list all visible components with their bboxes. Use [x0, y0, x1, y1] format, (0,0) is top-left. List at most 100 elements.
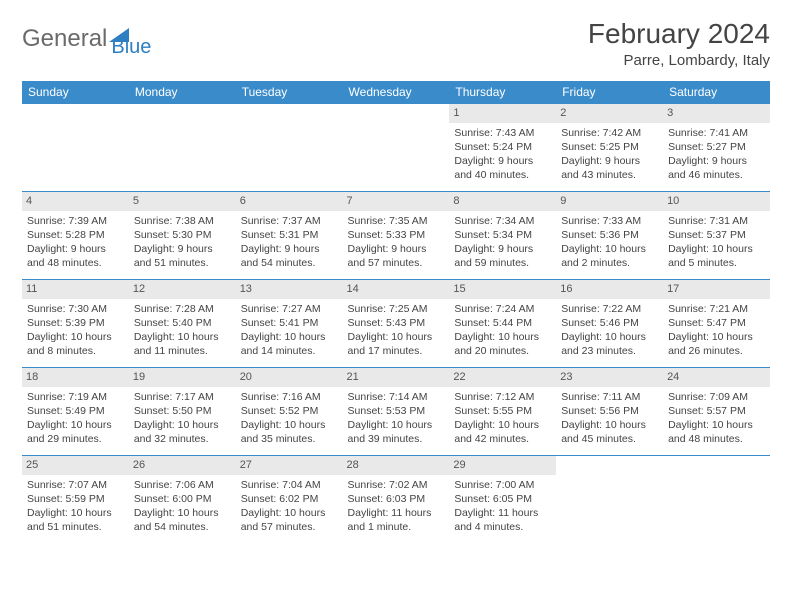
day-number: 7	[343, 192, 450, 211]
title-block: February 2024 Parre, Lombardy, Italy	[588, 18, 770, 69]
daylight-text: Daylight: 10 hours and 51 minutes.	[27, 506, 124, 534]
calendar-empty-cell: .	[556, 456, 663, 544]
calendar-day-cell: 2Sunrise: 7:42 AMSunset: 5:25 PMDaylight…	[556, 104, 663, 192]
day-number: 23	[556, 368, 663, 387]
weekday-header: Monday	[129, 81, 236, 104]
daylight-text: Daylight: 11 hours and 4 minutes.	[454, 506, 551, 534]
sunset-text: Sunset: 6:05 PM	[454, 492, 551, 506]
day-number: 17	[663, 280, 770, 299]
day-number: 2	[556, 104, 663, 123]
daylight-text: Daylight: 9 hours and 40 minutes.	[454, 154, 551, 182]
sunset-text: Sunset: 5:33 PM	[348, 228, 445, 242]
calendar-day-cell: 11Sunrise: 7:30 AMSunset: 5:39 PMDayligh…	[22, 280, 129, 368]
calendar-day-cell: 16Sunrise: 7:22 AMSunset: 5:46 PMDayligh…	[556, 280, 663, 368]
sunrise-text: Sunrise: 7:06 AM	[134, 478, 231, 492]
sunset-text: Sunset: 5:31 PM	[241, 228, 338, 242]
day-number: 14	[343, 280, 450, 299]
sunset-text: Sunset: 5:59 PM	[27, 492, 124, 506]
day-number: 4	[22, 192, 129, 211]
sunset-text: Sunset: 5:36 PM	[561, 228, 658, 242]
daylight-text: Daylight: 10 hours and 29 minutes.	[27, 418, 124, 446]
header: General Blue February 2024 Parre, Lombar…	[22, 18, 770, 69]
calendar-day-cell: 13Sunrise: 7:27 AMSunset: 5:41 PMDayligh…	[236, 280, 343, 368]
sunrise-text: Sunrise: 7:14 AM	[348, 390, 445, 404]
sunset-text: Sunset: 5:49 PM	[27, 404, 124, 418]
sunset-text: Sunset: 6:00 PM	[134, 492, 231, 506]
daylight-text: Daylight: 10 hours and 20 minutes.	[454, 330, 551, 358]
daylight-text: Daylight: 9 hours and 59 minutes.	[454, 242, 551, 270]
sunrise-text: Sunrise: 7:16 AM	[241, 390, 338, 404]
weekday-header: Sunday	[22, 81, 129, 104]
calendar-week-row: 11Sunrise: 7:30 AMSunset: 5:39 PMDayligh…	[22, 280, 770, 368]
day-number: 21	[343, 368, 450, 387]
sunrise-text: Sunrise: 7:00 AM	[454, 478, 551, 492]
sunrise-text: Sunrise: 7:30 AM	[27, 302, 124, 316]
weekday-header: Tuesday	[236, 81, 343, 104]
sunset-text: Sunset: 5:44 PM	[454, 316, 551, 330]
sunset-text: Sunset: 5:53 PM	[348, 404, 445, 418]
calendar-empty-cell: .	[129, 104, 236, 192]
calendar-day-cell: 19Sunrise: 7:17 AMSunset: 5:50 PMDayligh…	[129, 368, 236, 456]
day-number: 15	[449, 280, 556, 299]
day-number: 12	[129, 280, 236, 299]
day-number: 25	[22, 456, 129, 475]
calendar-day-cell: 20Sunrise: 7:16 AMSunset: 5:52 PMDayligh…	[236, 368, 343, 456]
sunset-text: Sunset: 5:34 PM	[454, 228, 551, 242]
day-number: 1	[449, 104, 556, 123]
calendar-empty-cell: .	[663, 456, 770, 544]
day-number: 16	[556, 280, 663, 299]
daylight-text: Daylight: 9 hours and 48 minutes.	[27, 242, 124, 270]
sunrise-text: Sunrise: 7:11 AM	[561, 390, 658, 404]
sunset-text: Sunset: 5:24 PM	[454, 140, 551, 154]
daylight-text: Daylight: 10 hours and 8 minutes.	[27, 330, 124, 358]
sunset-text: Sunset: 5:50 PM	[134, 404, 231, 418]
calendar-day-cell: 28Sunrise: 7:02 AMSunset: 6:03 PMDayligh…	[343, 456, 450, 544]
calendar-day-cell: 7Sunrise: 7:35 AMSunset: 5:33 PMDaylight…	[343, 192, 450, 280]
sunrise-text: Sunrise: 7:35 AM	[348, 214, 445, 228]
day-number: 28	[343, 456, 450, 475]
calendar-day-cell: 10Sunrise: 7:31 AMSunset: 5:37 PMDayligh…	[663, 192, 770, 280]
day-number: 24	[663, 368, 770, 387]
calendar-day-cell: 6Sunrise: 7:37 AMSunset: 5:31 PMDaylight…	[236, 192, 343, 280]
day-number: 22	[449, 368, 556, 387]
daylight-text: Daylight: 10 hours and 23 minutes.	[561, 330, 658, 358]
day-number: 11	[22, 280, 129, 299]
sunset-text: Sunset: 5:30 PM	[134, 228, 231, 242]
day-number: 5	[129, 192, 236, 211]
sunrise-text: Sunrise: 7:37 AM	[241, 214, 338, 228]
daylight-text: Daylight: 10 hours and 57 minutes.	[241, 506, 338, 534]
daylight-text: Daylight: 10 hours and 54 minutes.	[134, 506, 231, 534]
sunrise-text: Sunrise: 7:24 AM	[454, 302, 551, 316]
sunrise-text: Sunrise: 7:39 AM	[27, 214, 124, 228]
weekday-header: Thursday	[449, 81, 556, 104]
daylight-text: Daylight: 10 hours and 14 minutes.	[241, 330, 338, 358]
calendar-table: SundayMondayTuesdayWednesdayThursdayFrid…	[22, 81, 770, 544]
calendar-empty-cell: .	[343, 104, 450, 192]
sunrise-text: Sunrise: 7:41 AM	[668, 126, 765, 140]
sunset-text: Sunset: 5:27 PM	[668, 140, 765, 154]
day-number: 3	[663, 104, 770, 123]
sunrise-text: Sunrise: 7:34 AM	[454, 214, 551, 228]
daylight-text: Daylight: 10 hours and 5 minutes.	[668, 242, 765, 270]
day-number: 19	[129, 368, 236, 387]
calendar-week-row: 25Sunrise: 7:07 AMSunset: 5:59 PMDayligh…	[22, 456, 770, 544]
calendar-day-cell: 27Sunrise: 7:04 AMSunset: 6:02 PMDayligh…	[236, 456, 343, 544]
sunrise-text: Sunrise: 7:25 AM	[348, 302, 445, 316]
sunset-text: Sunset: 5:52 PM	[241, 404, 338, 418]
sunrise-text: Sunrise: 7:21 AM	[668, 302, 765, 316]
sunset-text: Sunset: 6:03 PM	[348, 492, 445, 506]
sunrise-text: Sunrise: 7:12 AM	[454, 390, 551, 404]
sunset-text: Sunset: 5:47 PM	[668, 316, 765, 330]
day-number: 27	[236, 456, 343, 475]
sunrise-text: Sunrise: 7:42 AM	[561, 126, 658, 140]
sunset-text: Sunset: 5:43 PM	[348, 316, 445, 330]
sunset-text: Sunset: 6:02 PM	[241, 492, 338, 506]
day-number: 13	[236, 280, 343, 299]
sunrise-text: Sunrise: 7:17 AM	[134, 390, 231, 404]
calendar-day-cell: 9Sunrise: 7:33 AMSunset: 5:36 PMDaylight…	[556, 192, 663, 280]
daylight-text: Daylight: 10 hours and 2 minutes.	[561, 242, 658, 270]
sunrise-text: Sunrise: 7:02 AM	[348, 478, 445, 492]
logo-text-blue: Blue	[111, 36, 151, 59]
sunset-text: Sunset: 5:46 PM	[561, 316, 658, 330]
sunset-text: Sunset: 5:25 PM	[561, 140, 658, 154]
